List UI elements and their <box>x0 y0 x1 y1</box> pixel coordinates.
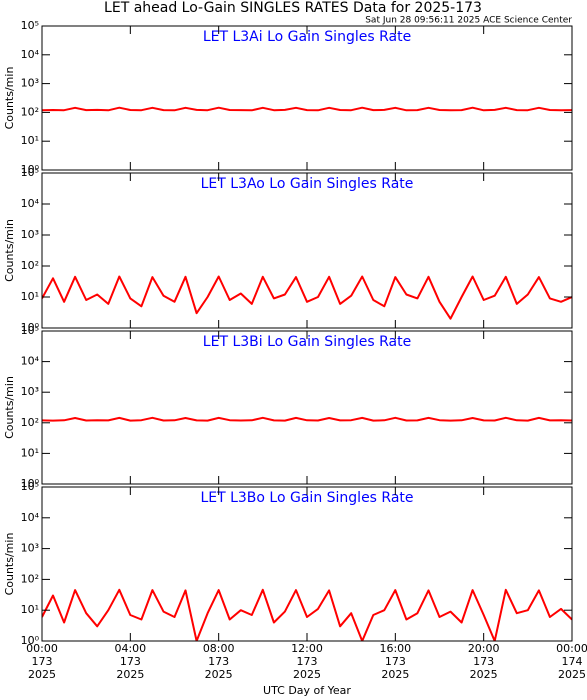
y-tick-label: 10³ <box>21 385 39 398</box>
y-tick-label: 10¹ <box>21 134 39 147</box>
x-tick-label-line: 2025 <box>558 668 586 681</box>
x-tick-label-line: 04:00 <box>114 642 146 655</box>
y-tick-label: 10⁵ <box>21 324 39 337</box>
x-tick-label: 00:00 173 2025 <box>26 642 58 681</box>
chart-title: LET ahead Lo-Gain SINGLES RATES Data for… <box>104 0 482 16</box>
y-tick-label: 10² <box>21 416 39 429</box>
x-tick-label-line: 2025 <box>116 668 144 681</box>
y-tick-label: 10¹ <box>21 290 39 303</box>
y-tick-label: 10⁴ <box>21 511 40 524</box>
x-tick-label-line: 00:00 <box>556 642 587 655</box>
x-tick-label-line: 173 <box>208 655 229 668</box>
panel-title: LET L3Ao Lo Gain Singles Rate <box>201 176 414 192</box>
y-tick-label: 10⁵ <box>21 480 39 493</box>
x-tick-label-line: 2025 <box>293 668 321 681</box>
y-tick-label: 10² <box>21 105 39 118</box>
y-tick-label: 10⁴ <box>21 197 40 210</box>
x-tick-label: 20:00 173 2025 <box>468 642 500 681</box>
panel-title: LET L3Ai Lo Gain Singles Rate <box>203 29 411 45</box>
plot-area <box>42 588 572 641</box>
y-tick-label: 10³ <box>21 542 39 555</box>
y-tick-label: 10⁵ <box>21 19 39 32</box>
x-tick-label-line: 2025 <box>470 668 498 681</box>
y-tick-label: 10⁰ <box>21 634 40 647</box>
x-tick-label-line: 173 <box>32 655 53 668</box>
y-axis-label: Counts/min <box>3 533 16 596</box>
panel-frame <box>41 172 573 329</box>
y-tick-label: 10³ <box>21 228 39 241</box>
panel-frame <box>41 486 573 642</box>
data-line <box>42 588 572 641</box>
plot-area <box>42 416 572 422</box>
x-tick-label: 16:00 173 2025 <box>379 642 411 681</box>
x-tick-label: 00:00 174 2025 <box>556 642 587 681</box>
y-tick-label: 10⁵ <box>21 166 39 179</box>
data-line <box>42 416 572 422</box>
y-tick-label: 10⁴ <box>21 355 40 368</box>
data-line <box>42 106 572 112</box>
x-tick-label-line: 00:00 <box>26 642 58 655</box>
x-tick-label-line: 20:00 <box>468 642 500 655</box>
panel-frame <box>41 330 573 485</box>
x-tick-label-line: 2025 <box>381 668 409 681</box>
plot-area <box>42 106 572 112</box>
data-line <box>42 275 572 320</box>
x-tick-label: 04:00 173 2025 <box>114 642 146 681</box>
x-tick-label-line: 12:00 <box>291 642 323 655</box>
chart-subtitle: Sat Jun 28 09:56:11 2025 ACE Science Cen… <box>365 16 572 26</box>
x-tick-label-line: 173 <box>297 655 318 668</box>
y-tick-label: 10⁴ <box>21 48 40 61</box>
x-tick-label-line: 173 <box>473 655 494 668</box>
y-axis-label: Counts/min <box>3 219 16 282</box>
x-tick-label-line: 16:00 <box>379 642 411 655</box>
y-tick-label: 10¹ <box>21 603 39 616</box>
y-tick-label: 10¹ <box>21 446 39 459</box>
x-tick-label-line: 174 <box>562 655 583 668</box>
panel-frame <box>41 25 573 171</box>
y-axis-label: Counts/min <box>3 67 16 130</box>
x-tick-label-line: 08:00 <box>203 642 235 655</box>
panel-title: LET L3Bo Lo Gain Singles Rate <box>200 490 413 506</box>
y-tick-label: 10³ <box>21 77 39 90</box>
panel-title: LET L3Bi Lo Gain Singles Rate <box>203 334 411 350</box>
y-tick-label: 10² <box>21 572 39 585</box>
y-tick-label: 10⁰ <box>21 477 40 490</box>
y-tick-label: 10⁰ <box>21 163 40 176</box>
y-tick-label: 10² <box>21 259 39 272</box>
y-tick-label: 10⁰ <box>21 321 40 334</box>
x-tick-label-line: 2025 <box>205 668 233 681</box>
x-tick-label-line: 2025 <box>28 668 56 681</box>
y-axis-label: Counts/min <box>3 376 16 439</box>
x-tick-label: 08:00 173 2025 <box>203 642 235 681</box>
x-tick-label: 12:00 173 2025 <box>291 642 323 681</box>
plot-area <box>42 275 572 320</box>
x-tick-label-line: 173 <box>120 655 141 668</box>
x-tick-label-line: 173 <box>385 655 406 668</box>
x-axis-label: UTC Day of Year <box>263 684 351 697</box>
